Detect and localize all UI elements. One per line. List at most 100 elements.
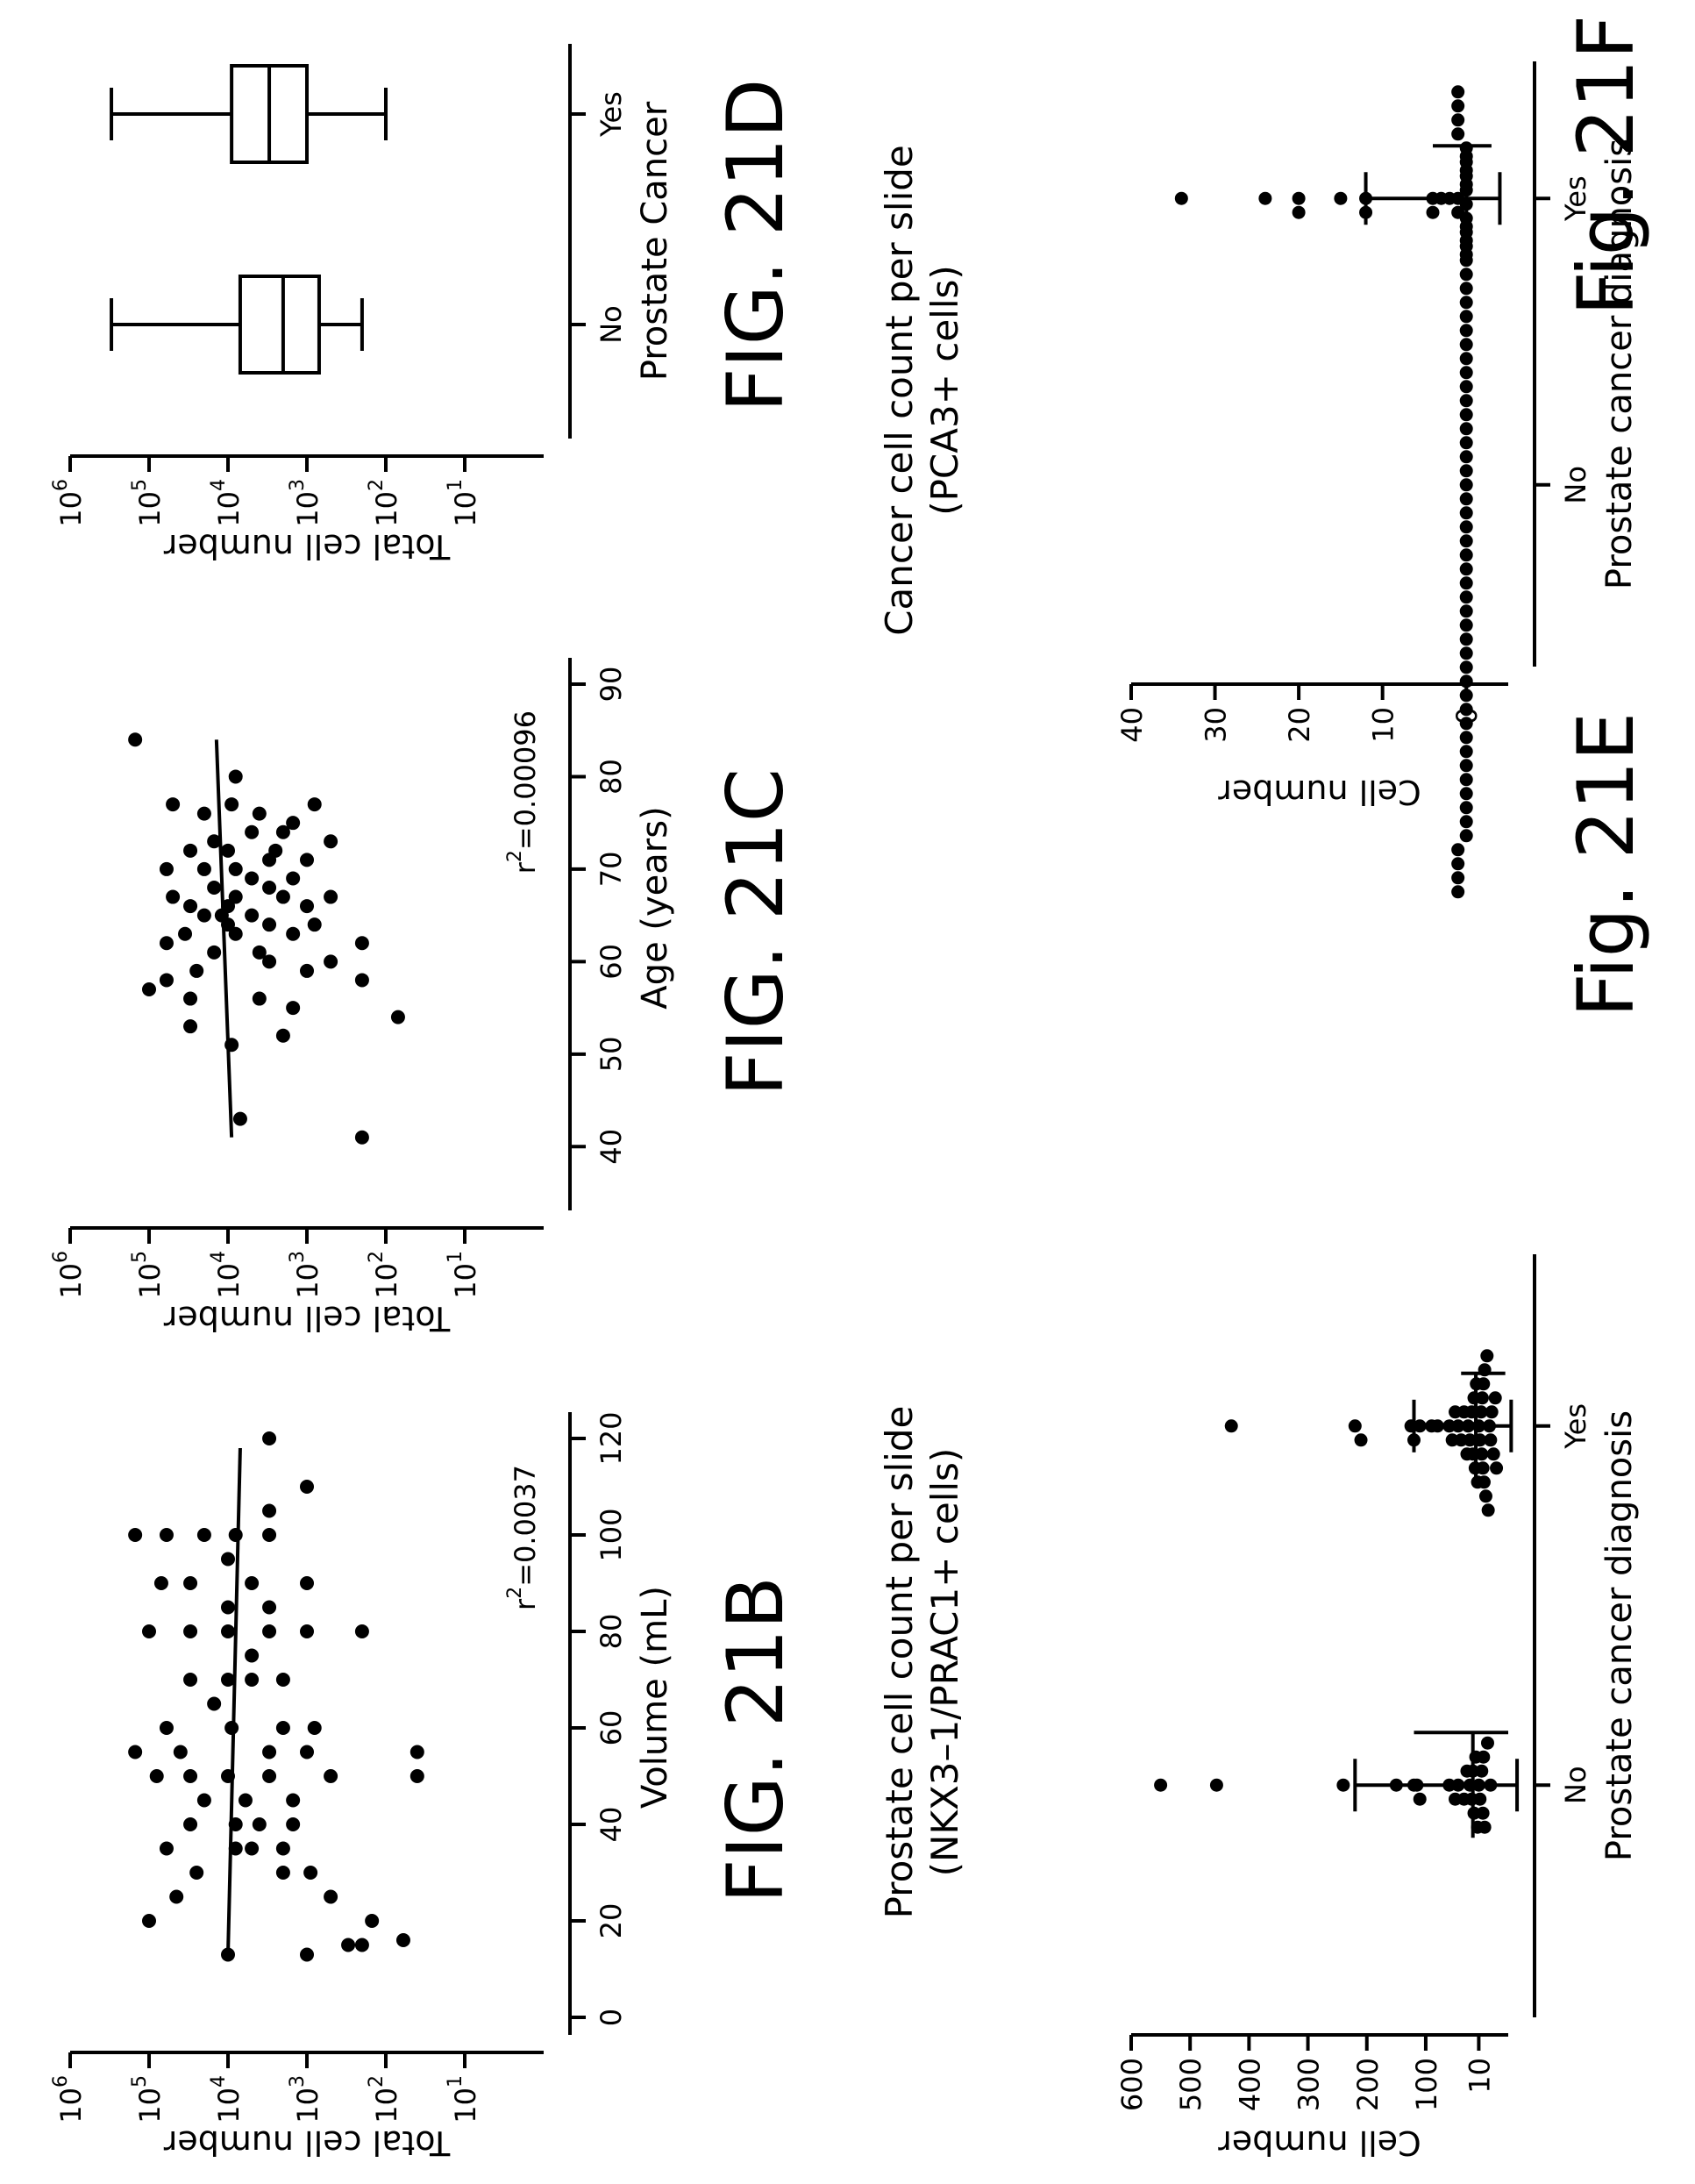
data-point [1475,1391,1489,1405]
y-tick-label: 104 [208,2075,246,2123]
scatter-point [324,889,338,904]
y-tick-label: 105 [129,2075,167,2123]
scatter-point [153,1576,168,1590]
data-point [1478,1489,1492,1503]
chart-title-line: Cancer cell count per slide [878,145,921,636]
data-point [1459,759,1473,773]
data-point [1459,310,1473,324]
y-tick-label: 200 [1351,2058,1385,2111]
scatter-point [286,1001,301,1016]
scatter-point [159,1721,174,1735]
scatter-point [189,1866,204,1880]
data-point [1459,422,1473,436]
data-point [1459,689,1473,703]
data-point [1459,506,1473,520]
x-tick-label: 0 [595,2009,628,2026]
y-tick-label: 101 [445,479,482,527]
panel-21d: Total cell number 101 102 103 104 105 106 No Yes… [18,26,801,570]
y-tick-label: 105 [129,1251,167,1299]
scatter-point [262,917,277,932]
scatter-point [178,926,193,941]
scatter-point [286,1793,301,1808]
y-tick-label: 103 [287,2075,324,2123]
y-tick-label: 30 [1200,707,1233,743]
data-point [1477,1475,1491,1489]
scatter-point [221,899,235,914]
y-tick-label: 103 [287,1251,324,1299]
scatter-point [221,1552,235,1567]
scatter-point [262,1431,277,1445]
scatter-point [300,963,314,978]
data-point [1459,247,1473,261]
scatter-point [159,1841,174,1856]
data-point [1459,562,1473,576]
scatter-point [354,1938,369,1952]
scatter-point [275,1721,290,1735]
scatter-point [196,908,211,923]
y-tick-label: 100 [1410,2058,1443,2111]
scatter-point [183,1673,198,1687]
data-point [1459,408,1473,422]
x-tick-label: 60 [595,944,628,980]
scatter-point [183,991,198,1006]
data-point [1459,731,1473,745]
data-point [1490,1461,1504,1475]
y-tick-label: 400 [1233,2058,1266,2111]
scatter-point [245,824,260,839]
data-point [1426,205,1440,219]
y-tick-label: 104 [208,479,246,527]
data-point [1459,576,1473,590]
y-tick-label: 500 [1174,2058,1207,2111]
y-tick-label: 103 [287,479,324,527]
scatter-point [395,1933,410,1947]
scatter-point [262,1503,277,1518]
scatter-point [189,963,204,978]
y-axis-label: Cell number [1218,2123,1421,2162]
data-point [1459,478,1473,492]
data-point [1459,464,1473,478]
y-tick-label: 10 [1367,707,1400,743]
x-axis-label: Prostate Cancer [635,101,675,381]
scatter-point [324,954,338,969]
data-point [1459,787,1473,801]
x-tick-label: 80 [595,759,628,795]
x-tick-label: 20 [595,1903,628,1939]
x-tick-label: 120 [595,1411,628,1465]
scatter-point [262,1624,277,1638]
data-point [1292,205,1306,219]
data-point [1459,492,1473,506]
scatter-point [262,881,277,895]
x-tick-label: 100 [595,1508,628,1561]
data-point [1459,717,1473,731]
x-tick-label: 50 [595,1036,628,1072]
scatter-point [183,1019,198,1034]
data-point [1459,324,1473,338]
scatter-point [300,1624,314,1638]
scatter-point [300,1745,314,1759]
data-point [1459,450,1473,464]
data-point [1451,113,1465,127]
scatter-point [324,1769,338,1783]
x-tick-label: No [1559,466,1592,504]
scatter-point [275,1028,290,1043]
scatter-point [183,1576,198,1590]
data-point [1413,1792,1427,1806]
scatter-point [207,881,222,895]
scatter-point [159,973,174,988]
scatter-point [286,871,301,886]
scatter-point [262,1600,277,1615]
scatter-point [142,1914,156,1928]
data-point [1354,1433,1368,1447]
data-point [1459,604,1473,618]
scatter-point [207,945,222,960]
panel-21c: Total cell number 101 102 103 104 105 106 40 50 6… [18,623,801,1342]
data-point [1459,646,1473,660]
x-tick-label: Yes [595,91,628,138]
x-tick-label: 70 [595,852,628,888]
scatter-point [142,982,156,996]
data-point [1451,885,1465,899]
scatter-point [159,861,174,876]
data-point [1484,1433,1498,1447]
scatter-point [262,1745,277,1759]
